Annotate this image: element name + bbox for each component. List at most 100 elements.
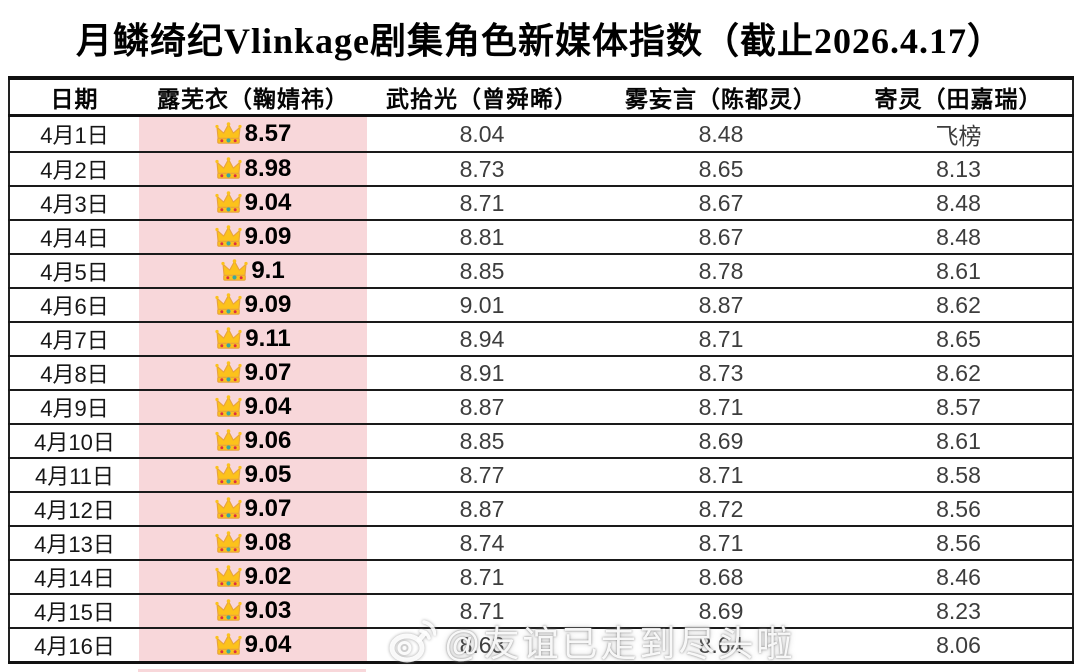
crown-icon [215,395,242,418]
date-cell: 4月3日 [40,192,109,217]
score-value: 9.07 [244,495,292,522]
score-cell: 8.63 [459,631,505,658]
table-row: 4月11日 9.05 8.77 8.71 8.58 [9,458,1073,492]
highlighted-score-cell: 9.04 [139,628,367,663]
highlighted-score-cell: 9.06 [139,424,367,458]
score-cell: 8.62 [936,291,981,318]
table-row: 4月5日 9.1 8.85 8.78 8.61 [9,254,1073,288]
table-row: 4月15日 9.03 8.71 8.69 8.23 [9,594,1073,628]
partial-next-row [8,669,1072,672]
crown-icon [215,531,242,554]
score-cell: 8.64 [698,631,744,658]
crown-icon [215,157,242,180]
score-value: 9.02 [244,563,292,590]
table-row: 4月13日 9.08 8.74 8.71 8.56 [9,526,1073,560]
score-value: 9.04 [244,631,292,658]
highlighted-score-cell: 9.04 [139,186,367,220]
crown-icon [215,225,242,248]
score-cell: 8.71 [459,189,505,216]
score-cell: 8.73 [698,359,744,386]
score-cell: 8.67 [698,223,744,250]
date-cell: 4月13日 [34,532,115,557]
date-cell: 4月14日 [34,566,115,591]
highlighted-score-cell: 9.08 [139,526,367,560]
score-cell: 8.48 [936,223,981,250]
score-cell: 8.91 [459,359,505,386]
column-header-2: 武拾光（曾舜晞） [386,86,578,112]
date-cell: 4月11日 [34,464,115,489]
score-cell: 8.06 [936,631,981,658]
score-cell: 8.57 [936,393,981,420]
highlighted-score-cell: 8.57 [139,115,367,152]
score-cell: 8.67 [698,189,744,216]
crown-icon [215,599,242,622]
date-cell: 4月6日 [40,294,109,319]
table-body: 4月1日 8.57 8.04 8.48 飞榜 4月2日 8.98 8.73 8.65 8.13 4月… [9,115,1073,663]
table-row: 4月9日 9.04 8.87 8.71 8.57 [9,390,1073,424]
crown-icon [215,633,242,656]
date-cell: 4月2日 [40,158,109,183]
highlighted-score-cell: 9.05 [139,458,367,492]
crown-icon [215,191,242,214]
score-cell: 8.72 [698,495,744,522]
crown-icon [215,565,242,588]
score-cell: 8.48 [698,120,744,147]
crown-icon [221,259,248,282]
score-cell: 8.58 [936,461,981,488]
score-cell: 8.71 [698,393,744,420]
highlighted-score-cell: 9.03 [139,594,367,628]
highlighted-score-cell: 9.09 [139,288,367,322]
score-cell: 8.71 [698,461,744,488]
score-cell: 8.85 [459,427,505,454]
score-cell: 8.71 [459,563,505,590]
table-row: 4月1日 8.57 8.04 8.48 飞榜 [9,115,1073,152]
date-cell: 4月12日 [34,498,115,523]
table-row: 4月12日 9.07 8.87 8.72 8.56 [9,492,1073,526]
score-value: 9.1 [251,257,285,284]
date-cell: 4月9日 [40,396,109,421]
date-cell: 4月10日 [34,430,115,455]
score-cell: 8.69 [698,427,744,454]
score-value: 8.98 [244,155,292,182]
highlighted-score-cell: 9.04 [139,390,367,424]
score-cell: 8.68 [698,563,744,590]
score-cell: 9.01 [459,291,505,318]
crown-icon [215,327,242,350]
highlighted-score-cell: 9.07 [139,492,367,526]
date-cell: 4月16日 [34,634,115,659]
score-cell: 8.65 [698,155,744,182]
crown-icon [215,463,242,486]
score-cell: 8.56 [936,495,981,522]
score-value: 9.03 [244,597,292,624]
score-value: 9.08 [244,529,292,556]
table-row: 4月2日 8.98 8.73 8.65 8.13 [9,152,1073,186]
score-cell: 8.23 [936,597,981,624]
score-value: 9.04 [244,393,292,420]
score-cell: 8.61 [936,257,981,284]
score-cell: 8.74 [459,529,505,556]
score-cell: 8.65 [936,325,981,352]
table-row: 4月8日 9.07 8.91 8.73 8.62 [9,356,1073,390]
crown-icon [215,429,242,452]
column-header-4: 寄灵（田嘉瑞） [874,86,1043,112]
score-cell: 8.71 [698,325,744,352]
score-cell: 8.71 [698,529,744,556]
score-value: 9.05 [244,461,292,488]
table-row: 4月16日 9.04 8.63 8.64 8.06 [9,628,1073,663]
score-cell: 8.04 [459,120,505,147]
column-header-3: 雾妄言（陈都灵） [625,86,817,112]
highlighted-score-cell: 9.1 [139,254,367,288]
score-cell: 8.73 [459,155,505,182]
date-cell: 4月15日 [34,600,115,625]
score-cell: 8.94 [459,325,505,352]
date-cell: 4月8日 [40,362,109,387]
score-value: 9.09 [244,223,292,250]
index-table: 日期 露芜衣（鞠婧祎） 武拾光（曾舜晞） 雾妄言（陈都灵） 寄灵（田嘉瑞） 4月1日 8.… [8,76,1074,664]
score-cell: 8.87 [459,495,505,522]
date-cell: 4月7日 [40,328,109,353]
partial-next-row-highlight [138,669,366,672]
highlighted-score-cell: 9.07 [139,356,367,390]
score-cell: 8.56 [936,529,981,556]
date-cell: 4月4日 [40,226,109,251]
